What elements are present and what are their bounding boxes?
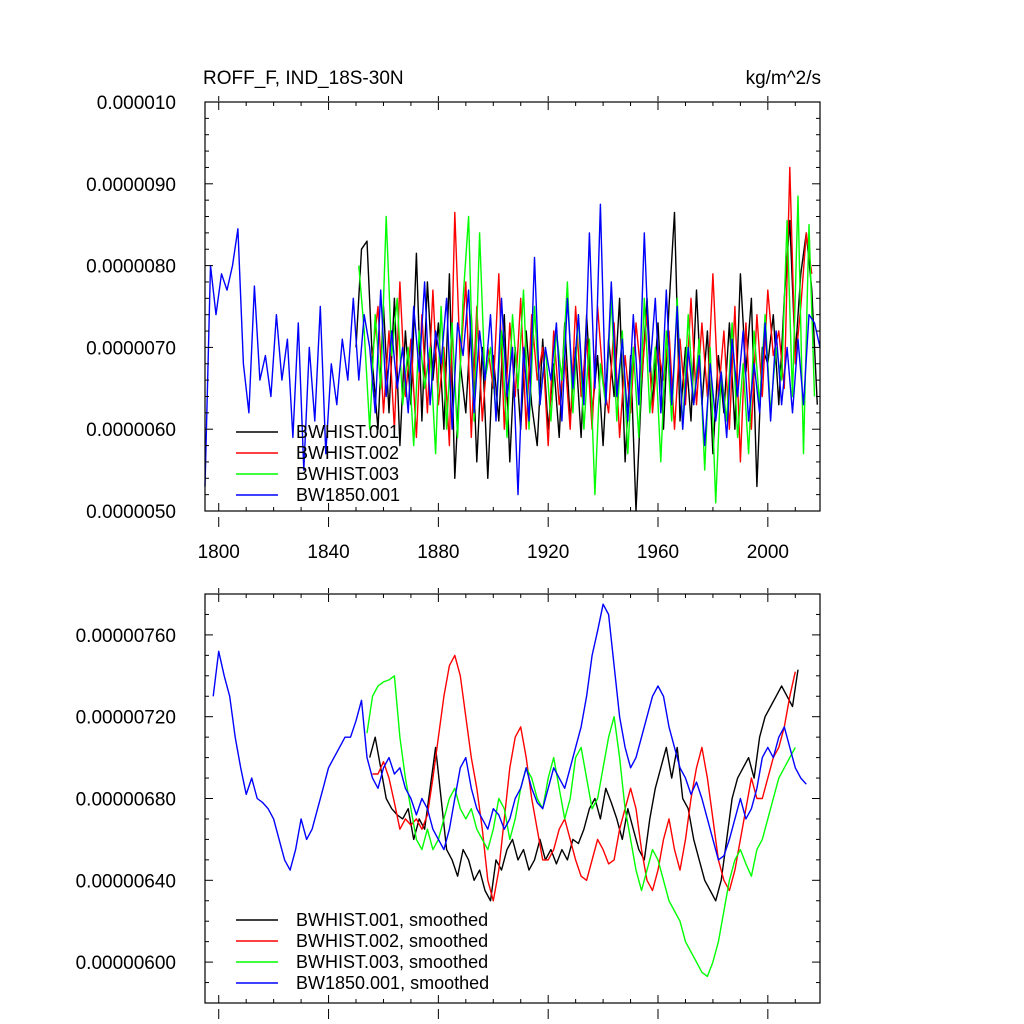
tick-marks xyxy=(205,588,820,1019)
y-tick-label: 0.0000080 xyxy=(86,257,176,278)
series-line-4 xyxy=(212,603,807,871)
series-line-2 xyxy=(372,654,796,902)
tick-marks xyxy=(205,96,820,527)
y-tick-label: 0.000010 xyxy=(97,93,176,114)
x-tick-label: 1960 xyxy=(637,542,679,563)
x-tick-label: 1840 xyxy=(307,542,349,563)
y-tick-label: 0.0000070 xyxy=(86,338,176,359)
legend-label: BWHIST.002 xyxy=(296,443,399,463)
legend-label: BWHIST.002, smoothed xyxy=(296,931,488,951)
legend-label: BW1850.001 xyxy=(296,485,400,505)
series-line-4 xyxy=(204,203,821,496)
y-tick-label: 0.0000050 xyxy=(86,502,176,523)
x-tick-labels: 1800 1840 1880 1920 1960 2000 xyxy=(198,542,789,563)
series-group xyxy=(212,603,807,978)
y-tick-labels: 0.00000600 0.00000640 0.00000680 0.00000720… xyxy=(76,626,176,974)
plot-frame xyxy=(204,101,821,512)
x-tick-label: 1880 xyxy=(417,542,459,563)
series-line-3 xyxy=(358,195,816,504)
panel-1: ROFF_F, IND_18S-30N kg/m^2/s 0.00000500.… xyxy=(86,68,821,563)
y-tick-label: 0.00000600 xyxy=(76,953,176,974)
legend-label: BWHIST.001, smoothed xyxy=(296,910,488,930)
legend-label: BWHIST.003 xyxy=(296,464,399,484)
legend-label: BWHIST.001 xyxy=(296,422,399,442)
series-group xyxy=(204,166,821,512)
chart-title: ROFF_F, IND_18S-30N xyxy=(203,68,404,89)
units-label: kg/m^2/s xyxy=(746,68,821,89)
series-line-1 xyxy=(369,669,799,902)
y-tick-label: 0.00000720 xyxy=(76,708,176,729)
panel-2: 0.00000600 0.00000640 0.00000680 0.00000720… xyxy=(76,588,821,1019)
y-tick-label: 0.0000060 xyxy=(86,420,176,441)
y-tick-label: 0.0000090 xyxy=(86,175,176,196)
x-tick-label: 1800 xyxy=(198,542,240,563)
x-tick-label: 2000 xyxy=(747,542,789,563)
y-tick-label: 0.00000680 xyxy=(76,790,176,811)
x-tick-label: 1920 xyxy=(527,542,569,563)
y-tick-labels: 0.0000050 0.0000060 0.0000070 0.0000080 0.00… xyxy=(86,93,176,523)
legend-label: BW1850.001, smoothed xyxy=(296,973,489,993)
legend-label: BWHIST.003, smoothed xyxy=(296,952,488,972)
y-tick-label: 0.00000760 xyxy=(76,626,176,647)
y-tick-label: 0.00000640 xyxy=(76,871,176,892)
